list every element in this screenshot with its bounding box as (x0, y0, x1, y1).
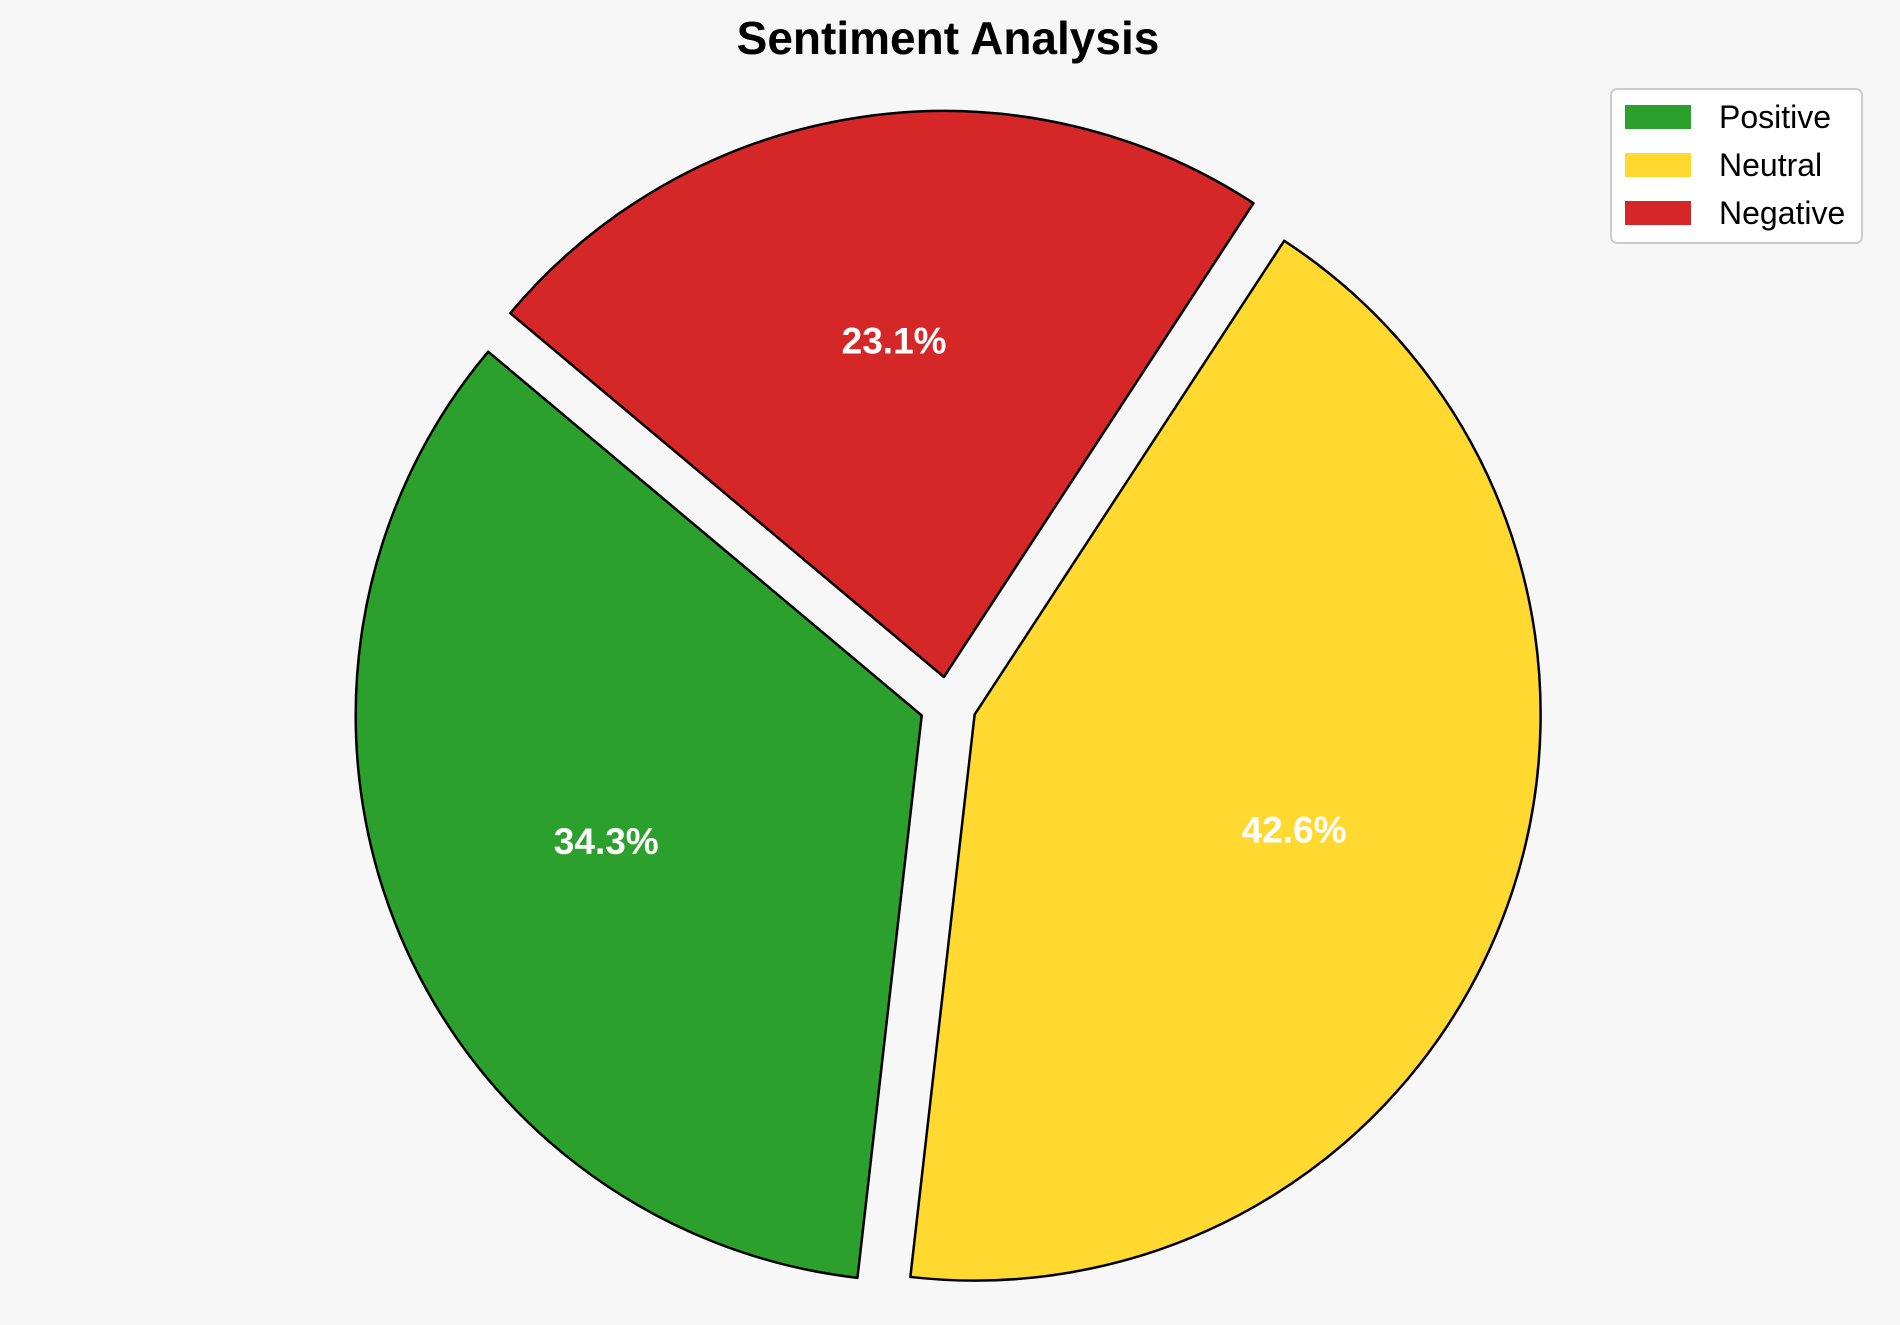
chart-title: Sentiment Analysis (737, 12, 1160, 64)
legend-swatch-positive (1625, 105, 1691, 129)
slice-label-neutral: 42.6% (1242, 809, 1347, 850)
legend: Positive Neutral Negative (1610, 88, 1863, 244)
pie-slices (354, 109, 1542, 1282)
pie-slice-neutral (909, 239, 1542, 1282)
pie-slice-negative (509, 109, 1255, 679)
legend-label-negative: Negative (1719, 195, 1845, 231)
legend-swatch-neutral (1625, 153, 1691, 177)
legend-label-positive: Positive (1719, 99, 1831, 135)
pie-slice-positive (354, 350, 923, 1280)
legend-label-neutral: Neutral (1719, 147, 1822, 183)
slice-label-positive: 34.3% (554, 821, 659, 862)
slice-label-negative: 23.1% (842, 321, 947, 362)
pie-slice-labels: 34.3% 42.6% 23.1% (554, 321, 1347, 862)
legend-items: Positive Neutral Negative (1625, 99, 1845, 231)
legend-swatch-negative (1625, 201, 1691, 225)
